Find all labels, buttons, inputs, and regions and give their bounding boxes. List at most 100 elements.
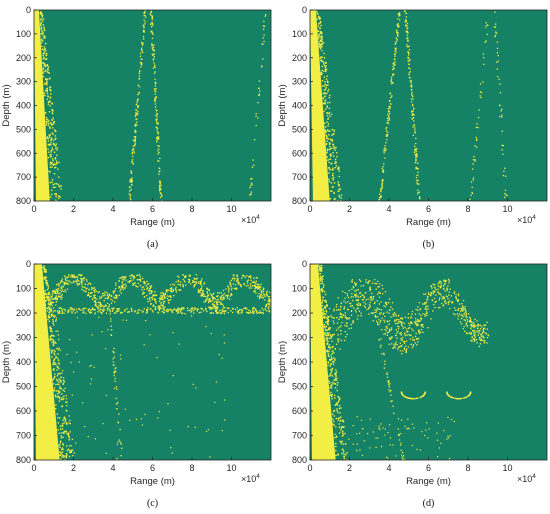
ray-dot: [388, 116, 390, 118]
x-axis-label: Range (m): [406, 476, 451, 487]
ray-dot: [324, 436, 327, 438]
ray-dot: [383, 319, 385, 321]
ray-dot: [71, 282, 73, 284]
ray-dot: [152, 24, 154, 26]
ray-dot: [129, 194, 131, 196]
ray-dot: [427, 292, 430, 294]
wedge-speckle: [321, 267, 323, 270]
ray-dot: [128, 281, 130, 283]
ray-dot: [154, 81, 157, 83]
ray-dot: [390, 80, 392, 82]
wedge-speckle: [52, 383, 55, 385]
wedge-speckle: [322, 289, 324, 291]
ray-dot: [478, 324, 480, 326]
wedge-speckle: [49, 166, 52, 168]
ray-dot: [328, 316, 330, 319]
ray-dot: [389, 383, 391, 385]
ray-dot: [446, 391, 448, 394]
ray-dot: [50, 302, 53, 304]
ray-dot: [113, 356, 116, 358]
ray-dot: [401, 451, 404, 454]
ray-dot: [418, 329, 420, 331]
ray-dot: [413, 114, 415, 116]
ray-dot: [331, 422, 333, 424]
ray-dot: [131, 274, 133, 276]
ray-dot: [404, 396, 406, 398]
ray-dot: [213, 292, 215, 294]
ray-dot: [201, 294, 204, 296]
wedge-speckle: [57, 168, 59, 170]
ray-dot: [132, 145, 135, 147]
ray-dot: [337, 309, 340, 311]
wedge-speckle: [323, 70, 325, 72]
wedge-speckle: [48, 120, 50, 122]
ray-dot: [72, 371, 75, 373]
wedge-speckle: [324, 132, 327, 134]
y-tick-label: 800: [292, 455, 307, 465]
wedge-speckle: [60, 387, 63, 390]
ray-dot: [400, 345, 402, 348]
wedge-speckle: [62, 419, 64, 421]
wedge-speckle: [322, 63, 325, 65]
wedge-speckle: [338, 417, 341, 419]
ray-dot: [373, 302, 376, 305]
ray-dot: [416, 183, 419, 185]
ray-dot: [497, 75, 499, 78]
ray-dot: [485, 40, 487, 42]
wedge-speckle: [327, 90, 329, 92]
wedge-speckle: [331, 370, 333, 373]
ray-dot: [98, 304, 101, 307]
wedge-speckle: [322, 102, 325, 105]
wedge-speckle: [52, 186, 55, 189]
ray-dot: [169, 295, 172, 297]
ray-dot: [250, 191, 252, 193]
wedge-speckle: [42, 67, 45, 69]
ray-dot: [83, 425, 86, 428]
ray-dot: [502, 153, 504, 155]
ray-dot: [53, 292, 55, 294]
wedge-speckle: [47, 156, 50, 159]
ray-dot: [358, 296, 360, 298]
ray-dot: [224, 419, 226, 421]
ray-dot: [146, 298, 149, 300]
ray-dot: [51, 418, 53, 420]
ray-dot: [149, 300, 151, 302]
ray-dot: [327, 345, 330, 348]
ray-dot: [122, 286, 124, 288]
wedge-speckle: [324, 88, 327, 91]
ray-dot: [51, 295, 54, 297]
ray-dot: [146, 288, 148, 290]
wedge-speckle: [341, 420, 344, 422]
ray-dot: [123, 279, 125, 281]
ray-dot: [154, 71, 156, 73]
wedge-speckle: [320, 46, 323, 48]
ray-dot: [447, 416, 449, 419]
ray-dot: [415, 154, 417, 156]
ray-dot: [184, 312, 186, 315]
wedge-speckle: [55, 378, 58, 381]
ray-dot: [114, 294, 117, 296]
ray-dot: [443, 279, 445, 281]
ray-dot: [259, 288, 261, 290]
ray-dot: [245, 285, 247, 287]
ray-dot: [268, 301, 271, 303]
wedge-speckle: [326, 105, 328, 107]
ray-dot: [375, 316, 377, 318]
ray-dot: [375, 437, 377, 439]
ray-dot: [417, 309, 419, 311]
ray-dot: [137, 112, 139, 115]
wedge-speckle: [331, 358, 333, 361]
x-multiplier-exponent: 4: [532, 214, 536, 221]
ray-dot: [189, 283, 192, 285]
ray-dot: [54, 291, 56, 293]
wedge-speckle: [56, 383, 59, 385]
ray-dot: [48, 307, 51, 310]
wedge-speckle: [329, 190, 332, 192]
ray-dot: [333, 459, 335, 460]
ray-dot: [151, 45, 153, 47]
wedge-speckle: [57, 389, 59, 392]
ray-dot: [81, 281, 83, 283]
ray-dot: [57, 311, 59, 313]
wedge-speckle: [58, 185, 60, 188]
wedge-speckle: [316, 10, 318, 13]
